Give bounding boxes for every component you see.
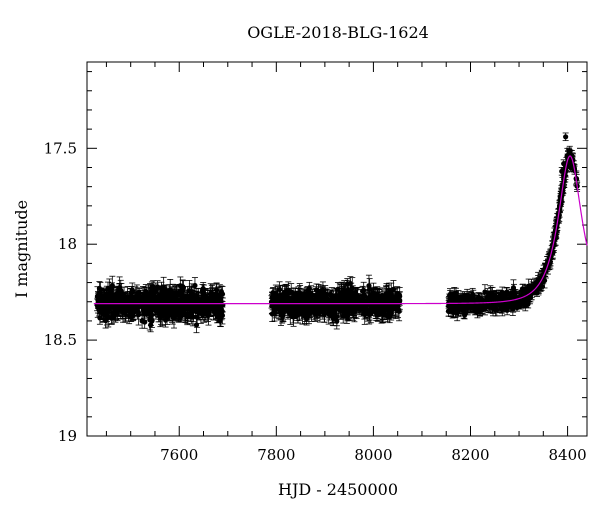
- axis-ticks: [87, 62, 587, 437]
- x-tick-label: 8200: [451, 446, 489, 464]
- x-tick-label: 7600: [160, 446, 198, 464]
- y-tick-label: 18.5: [44, 331, 77, 349]
- x-tick-label: 7800: [257, 446, 295, 464]
- x-tick-label: 8400: [548, 446, 586, 464]
- chart-title: OGLE-2018-BLG-1624: [247, 23, 429, 42]
- x-tick-labels: 7600 7800 8000 8200 8400: [160, 446, 587, 464]
- y-tick-label: 19: [58, 427, 77, 445]
- y-tick-labels: 17.5 18 18.5 19: [44, 139, 77, 445]
- plot-frame: [86, 61, 588, 437]
- y-tick-label: 17.5: [44, 139, 77, 157]
- x-tick-label: 8000: [354, 446, 392, 464]
- y-tick-label: 18: [58, 235, 77, 253]
